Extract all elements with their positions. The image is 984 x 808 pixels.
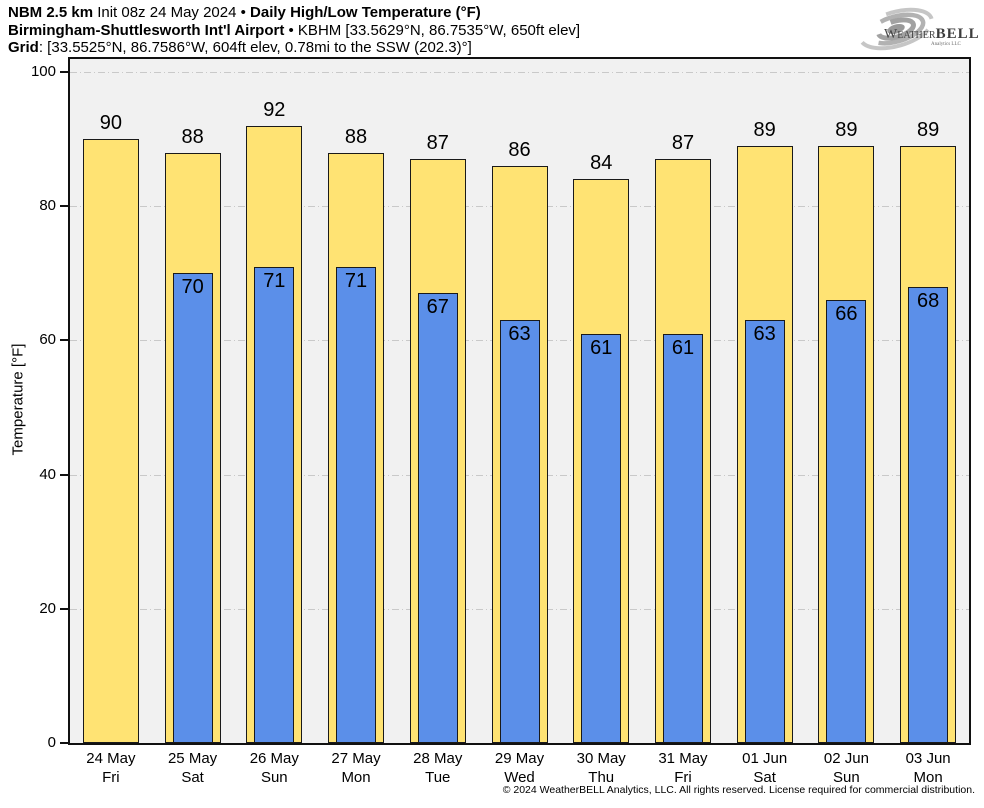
high-bar [82, 139, 139, 743]
x-tick-date: 03 Jun [905, 750, 951, 767]
x-tick-label: 01 Jun Sat [720, 749, 810, 787]
x-tick-label: 30 May Thu [556, 749, 646, 787]
x-tick-date: 26 May [249, 750, 299, 767]
x-tick-weekday: Mon [341, 769, 371, 786]
x-tick-date: 28 May [413, 750, 463, 767]
x-tick-label: 29 May Wed [475, 749, 565, 787]
x-tick-label: 24 May Fri [66, 749, 156, 787]
low-bar [581, 333, 622, 743]
x-tick-weekday: Sun [260, 769, 288, 786]
x-tick-weekday: Tue [425, 769, 451, 786]
y-tick [60, 339, 68, 342]
plot-area: 90 88 70 92 71 88 71 87 67 86 63 84 61 87 61 89 63 89 66 89… [68, 57, 971, 745]
x-tick-weekday: Sun [833, 769, 860, 786]
low-bar [908, 286, 949, 743]
logo-subtitle: Analytics LLC [931, 42, 962, 47]
x-tick-label: 03 Jun Mon [883, 749, 973, 787]
weatherbell-logo: WEATHERBELL Analytics LLC [858, 7, 978, 51]
high-value-label: 92 [263, 98, 286, 121]
gridline [70, 72, 969, 73]
y-tick [60, 71, 68, 73]
y-tick [60, 607, 68, 610]
low-value-label: 68 [917, 289, 940, 312]
high-value-label: 88 [181, 125, 204, 148]
grid-details: : [33.5525°N, 86.7586°W, 604ft elev, 0.7… [38, 39, 472, 56]
y-tick [60, 473, 68, 476]
x-tick-label: 27 May Mon [311, 749, 401, 787]
y-tick-label: 20 [39, 599, 56, 617]
x-tick-label: 02 Jun Sun [801, 749, 891, 787]
high-value-label: 87 [426, 132, 449, 155]
high-value-label: 89 [835, 118, 858, 141]
x-tick-date: 27 May [331, 750, 381, 767]
x-tick-date: 31 May [658, 750, 708, 767]
low-value-label: 61 [590, 336, 613, 359]
x-tick-date: 30 May [576, 750, 626, 767]
y-tick [60, 742, 68, 744]
low-value-label: 63 [753, 323, 776, 346]
low-value-label: 63 [508, 323, 531, 346]
x-tick-label: 28 May Tue [393, 749, 483, 787]
logo-bell: BELL [936, 26, 978, 42]
x-tick-weekday: Sat [753, 769, 776, 786]
low-value-label: 66 [835, 303, 858, 326]
chart-header: NBM 2.5 km Init 08z 24 May 2024 • Daily … [8, 4, 580, 57]
low-bar [499, 320, 540, 743]
high-value-label: 90 [99, 112, 122, 135]
x-tick-weekday: Fri [102, 769, 120, 786]
low-bar [172, 273, 213, 743]
low-value-label: 70 [181, 276, 204, 299]
low-bar [336, 266, 377, 743]
low-bar [662, 333, 703, 743]
header-line-3: Grid: [33.5525°N, 86.7586°W, 604ft elev,… [8, 39, 580, 57]
y-tick [60, 205, 68, 208]
model-name: NBM 2.5 km [8, 4, 94, 21]
x-tick-weekday: Mon [913, 769, 943, 786]
x-tick-weekday: Wed [504, 769, 535, 786]
init-time: Init 08z 24 May 2024 • [93, 4, 251, 21]
logo-eather: EATHER [897, 30, 936, 41]
y-tick-label: 0 [47, 734, 56, 751]
high-value-label: 86 [508, 138, 531, 161]
high-value-label: 89 [917, 118, 940, 141]
high-value-label: 88 [344, 125, 368, 148]
y-tick-label: 60 [39, 331, 56, 349]
product-title: Daily High/Low Temperature (°F) [250, 4, 481, 21]
x-tick-weekday: Thu [588, 769, 615, 786]
low-value-label: 71 [263, 269, 286, 292]
high-value-label: 89 [753, 118, 776, 141]
x-tick-date: 29 May [494, 750, 545, 767]
low-bar [826, 300, 867, 743]
y-tick-label: 80 [39, 197, 56, 215]
low-value-label: 61 [671, 336, 695, 359]
station-name: Birmingham-Shuttlesworth Int'l Airport [8, 21, 285, 39]
low-bar [254, 266, 295, 743]
x-tick-date: 24 May [86, 750, 136, 767]
station-details: • KBHM [33.5629°N, 86.7535°W, 650ft elev… [284, 21, 581, 39]
header-line-1: NBM 2.5 km Init 08z 24 May 2024 • Daily … [8, 4, 580, 22]
x-tick-label: 26 May Sun [229, 749, 319, 787]
x-tick-weekday: Fri [674, 769, 692, 786]
logo-w: W [884, 27, 898, 42]
logo-wordmark: WEATHERBELL [884, 26, 978, 42]
low-bar [744, 320, 785, 743]
grid-label: Grid [8, 39, 39, 56]
x-tick-date: 25 May [167, 750, 218, 767]
low-value-label: 71 [344, 269, 368, 292]
y-tick-label: 40 [39, 465, 56, 483]
copyright-notice: © 2024 WeatherBELL Analytics, LLC. All r… [502, 784, 975, 796]
x-tick-date: 02 Jun [823, 750, 869, 767]
low-value-label: 67 [426, 296, 449, 319]
low-bar [417, 293, 458, 743]
x-tick-weekday: Sat [181, 769, 204, 786]
y-axis-title: Temperature [°F] [9, 343, 27, 456]
x-tick-label: 31 May Fri [638, 749, 728, 787]
high-value-label: 84 [590, 152, 613, 175]
x-tick-label: 25 May Sat [148, 749, 238, 787]
high-value-label: 87 [671, 132, 695, 155]
header-line-2: Birmingham-Shuttlesworth Int'l Airport •… [8, 22, 580, 40]
y-tick-label: 100 [30, 63, 56, 80]
x-tick-date: 01 Jun [742, 750, 788, 767]
